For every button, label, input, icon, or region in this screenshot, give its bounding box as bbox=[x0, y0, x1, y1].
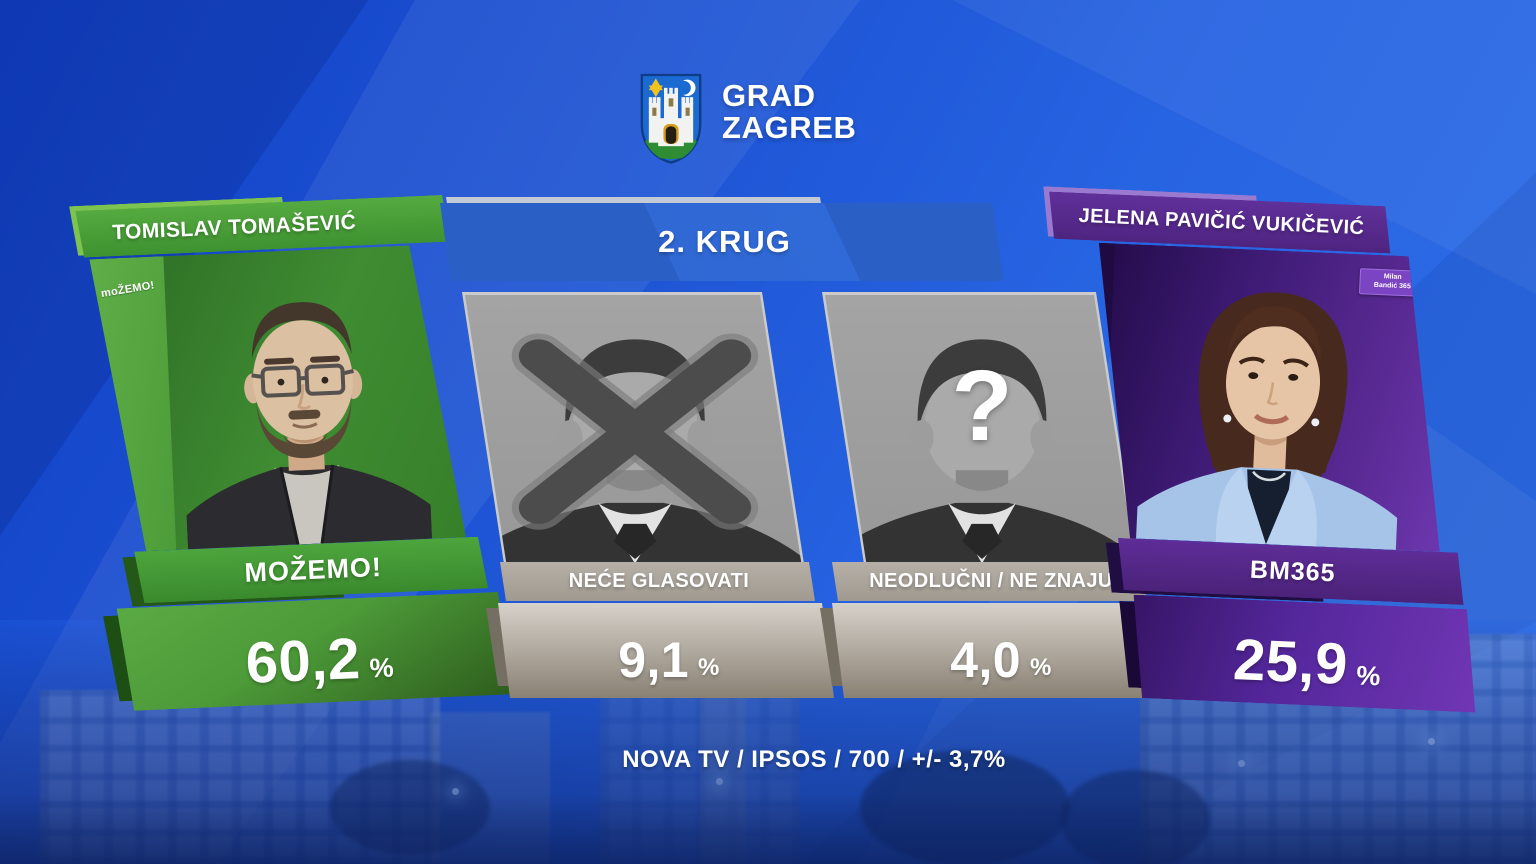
brand-header: GRAD ZAGREB bbox=[636, 68, 857, 166]
round-bar: 2. KRUG bbox=[440, 203, 1004, 281]
percent-sign: % bbox=[1355, 660, 1382, 692]
source-line: NOVA TV / IPSOS / 700 / +/- 3,7% bbox=[622, 746, 1006, 773]
tomasevic-portrait bbox=[147, 246, 459, 551]
bm365-badge-line1: Milan bbox=[1383, 273, 1402, 281]
undecided-label: NEODLUČNI / NE ZNAJU bbox=[869, 570, 1113, 592]
brand-title-line1: GRAD bbox=[722, 78, 816, 113]
zagreb-coat-of-arms-icon bbox=[640, 73, 702, 164]
brand-title: GRAD ZAGREB bbox=[722, 80, 857, 143]
question-mark-icon: ? bbox=[951, 349, 1013, 462]
tree bbox=[1060, 770, 1210, 864]
x-mark-icon bbox=[465, 295, 805, 587]
party-label: MOŽEMO! bbox=[243, 551, 383, 588]
percent-sign: % bbox=[697, 654, 720, 681]
bm365-badge-line2: Bandić 365 bbox=[1373, 281, 1411, 291]
party-label: BM365 bbox=[1249, 555, 1337, 587]
street-light bbox=[716, 778, 723, 785]
percent-sign: % bbox=[368, 652, 395, 684]
candidate-photo-card: moŽEMO! bbox=[89, 243, 465, 553]
pavicic-vukicevic-portrait bbox=[1116, 246, 1428, 551]
wont-vote-value: 9,1 bbox=[618, 632, 689, 688]
bm365-badge: Milan Bandić 365 bbox=[1359, 268, 1426, 296]
photo-side-strip bbox=[1086, 243, 1115, 537]
result-value: 60,2 bbox=[244, 625, 362, 696]
candidate-panel-pavicic-vukicevic: JELENA PAVIČIĆ VUKIČEVIĆ bbox=[1015, 183, 1507, 719]
result-value: 25,9 bbox=[1231, 627, 1350, 697]
candidate-name-bar: JELENA PAVIČIĆ VUKIČEVIĆ bbox=[1047, 192, 1392, 254]
ground-shadow bbox=[0, 794, 1536, 864]
undecided-label-bar: NEODLUČNI / NE ZNAJU bbox=[832, 562, 1147, 601]
street-light bbox=[452, 788, 459, 795]
wont-vote-label: NEĆE GLASOVATI bbox=[568, 570, 750, 592]
result-bar: 25,9 % bbox=[1129, 595, 1480, 713]
wont-vote-card bbox=[462, 292, 808, 590]
candidate-name: TOMISLAV TOMAŠEVIĆ bbox=[111, 210, 357, 244]
undecided-value: 4,0 bbox=[950, 632, 1021, 688]
street-light bbox=[1428, 738, 1435, 745]
building bbox=[430, 712, 550, 864]
round-label: 2. KRUG bbox=[658, 224, 791, 259]
candidate-panel-tomasevic: TOMISLAV TOMAŠEVIĆ moŽEMO! bbox=[67, 183, 549, 719]
brand-title-line2: ZAGREB bbox=[722, 109, 857, 145]
result-bar: 60,2 % bbox=[117, 591, 516, 711]
wont-vote-value-bar: 9,1 % bbox=[498, 603, 834, 698]
candidate-name: JELENA PAVIČIĆ VUKIČEVIĆ bbox=[1078, 204, 1365, 240]
undecided-value-bar: 4,0 % bbox=[832, 603, 1164, 698]
wont-vote-label-bar: NEĆE GLASOVATI bbox=[500, 562, 815, 601]
percent-sign: % bbox=[1029, 654, 1052, 681]
wont-vote-card-inner bbox=[465, 295, 805, 587]
candidate-photo-card: Milan Bandić 365 bbox=[1086, 243, 1452, 552]
tree bbox=[330, 760, 490, 855]
